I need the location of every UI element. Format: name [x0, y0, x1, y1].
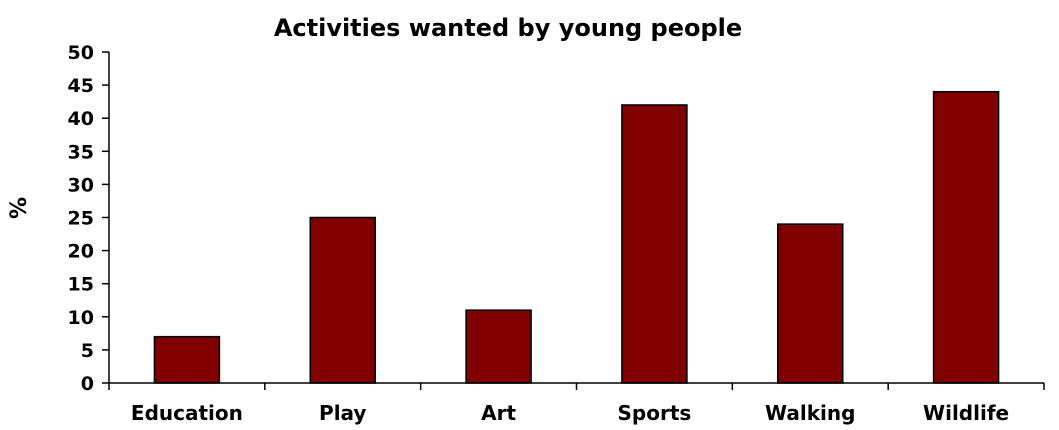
bar-sports — [621, 104, 688, 384]
y-axis-ticks: 0 5 10 15 20 25 30 35 40 45 50 — [68, 42, 109, 395]
x-category-label: Sports — [618, 401, 692, 425]
y-tick-label: 50 — [68, 42, 94, 64]
x-category-label: Wildlife — [923, 401, 1009, 425]
x-axis-ticks — [108, 383, 1045, 390]
bars — [153, 90, 1000, 384]
y-tick-label: 5 — [81, 340, 94, 362]
y-tick-label: 35 — [68, 141, 94, 163]
category-labels: Education Play Art Sports Walking Wildlife — [131, 401, 1009, 425]
y-tick-label: 40 — [68, 108, 94, 130]
y-tick-label: 15 — [68, 274, 94, 296]
y-tick-label: 25 — [68, 208, 94, 230]
bar-art — [465, 309, 532, 384]
y-axis-label: % — [7, 197, 32, 219]
chart-title: Activities wanted by young people — [274, 14, 742, 42]
y-tick-label: 0 — [81, 373, 94, 395]
x-category-label: Play — [319, 401, 366, 425]
bar-walking — [777, 223, 844, 384]
y-tick-label: 45 — [68, 75, 94, 97]
y-tick-label: 20 — [68, 241, 94, 263]
bar-wildlife — [932, 90, 1000, 384]
x-category-label: Art — [481, 401, 516, 425]
bar-education — [153, 335, 221, 384]
x-category-label: Walking — [765, 401, 855, 425]
x-category-label: Education — [131, 401, 243, 425]
y-tick-label: 10 — [68, 307, 94, 329]
y-tick-label: 30 — [68, 174, 94, 196]
bar-play — [309, 216, 376, 384]
